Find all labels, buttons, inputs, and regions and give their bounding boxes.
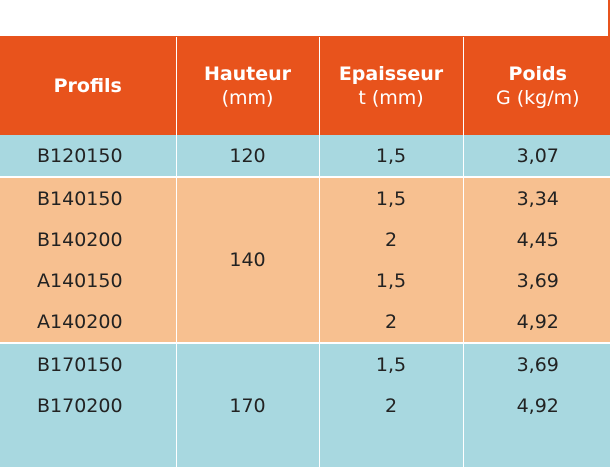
cell-profil: B140200 <box>0 219 176 260</box>
cell-poids <box>463 426 610 467</box>
header-title: Hauteur <box>177 62 319 86</box>
header-title: Poids <box>464 62 610 86</box>
cell-hauteur: 170 <box>176 343 319 467</box>
cell-epaisseur: 2 <box>319 385 463 426</box>
cell-poids: 3,69 <box>463 260 610 301</box>
cell-poids: 4,45 <box>463 219 610 260</box>
header-hauteur: Hauteur(mm) <box>176 37 319 135</box>
cell-epaisseur: 1,5 <box>319 177 463 219</box>
cell-hauteur: 140 <box>176 177 319 343</box>
header-unit: G (kg/m) <box>464 86 610 110</box>
cell-hauteur: 120 <box>176 135 319 177</box>
cell-epaisseur: 1,5 <box>319 343 463 385</box>
cell-poids: 4,92 <box>463 301 610 343</box>
cell-poids: 4,92 <box>463 385 610 426</box>
cell-profil: B120150 <box>0 135 176 177</box>
cell-poids: 3,07 <box>463 135 610 177</box>
cell-profil: A140200 <box>0 301 176 343</box>
header-profils: Profils <box>0 37 176 135</box>
header-title: Profils <box>0 74 176 98</box>
cell-profil: B140150 <box>0 177 176 219</box>
top-frame <box>0 0 610 37</box>
cell-epaisseur <box>319 426 463 467</box>
header-unit: t (mm) <box>320 86 463 110</box>
header-title: Epaisseur <box>320 62 463 86</box>
cell-epaisseur: 1,5 <box>319 135 463 177</box>
cell-profil: B170150 <box>0 343 176 385</box>
cell-profil: A140150 <box>0 260 176 301</box>
cell-profil <box>0 426 176 467</box>
cell-profil: B170200 <box>0 385 176 426</box>
header-unit: (mm) <box>177 86 319 110</box>
cell-epaisseur: 1,5 <box>319 260 463 301</box>
table-row: B140150 140 1,5 3,34 <box>0 177 610 219</box>
cell-epaisseur: 2 <box>319 301 463 343</box>
cell-epaisseur: 2 <box>319 219 463 260</box>
table-row: B120150 120 1,5 3,07 <box>0 135 610 177</box>
cell-poids: 3,34 <box>463 177 610 219</box>
table-row: B170150 170 1,5 3,69 <box>0 343 610 385</box>
cell-poids: 3,69 <box>463 343 610 385</box>
